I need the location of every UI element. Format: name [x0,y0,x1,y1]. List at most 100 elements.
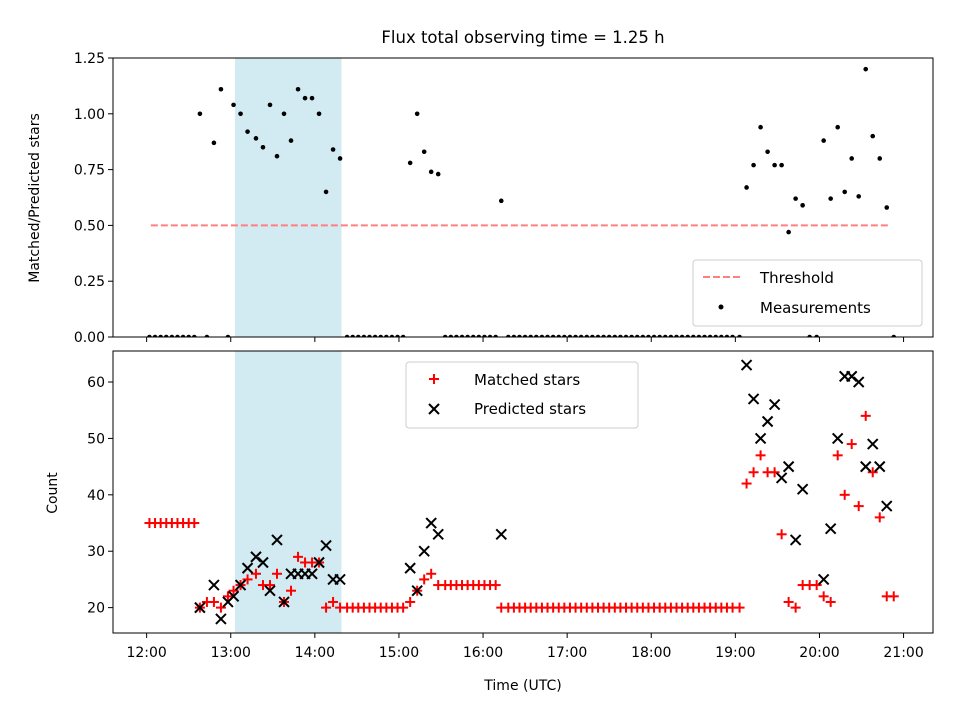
measurement-point [288,138,294,143]
matched-star-point [769,467,780,478]
bottom-y-tick-label: 60 [87,375,105,391]
matched-star-point [755,450,766,461]
predicted-star-point [432,528,444,541]
measurement-point [751,162,756,168]
measurement-point [367,334,372,337]
measurement-point [713,334,719,337]
measurement-point [407,160,413,166]
predicted-star-point [334,573,346,586]
top-legend: Threshold Measurements [692,259,923,327]
matched-star-point [189,518,200,529]
measurement-point [646,334,651,337]
predicted-star-point [241,562,254,574]
measurement-point [821,138,826,143]
measurement-point [361,334,367,337]
measurement-point [640,334,646,337]
matched-star-point [293,551,304,562]
measurement-point [606,334,612,337]
bottom-panel: 20 30 40 50 60 12:00 13:00 14:00 15:00 16:00 17:0… [45,350,934,694]
matched-star-point [208,596,219,607]
matched-star-point [776,529,787,540]
x-tick-label: 15:00 [379,645,419,661]
matched-star-point [321,602,332,613]
measurement-point [253,136,259,141]
bottom-shaded-span [234,351,342,633]
measurement-point [476,334,482,337]
measurement-point [807,334,812,337]
matched-star-point [783,596,794,607]
measurement-point [567,334,573,337]
measurements-points [147,66,897,337]
legend-matched-label: Matched stars [474,371,580,389]
measurement-point [590,334,595,337]
predicted-star-point [215,613,227,625]
predicted-star-point [306,568,318,580]
measurement-point [595,334,601,337]
top-axes-frame [112,57,934,338]
measurement-point [238,111,243,117]
measurement-point [691,334,696,337]
matched-star-point [228,585,239,596]
measurement-point [355,334,361,337]
legend-matched-swatch [429,374,439,384]
measurement-point [668,334,674,337]
measurement-point [330,147,336,152]
measurement-point [730,334,735,337]
measurement-point [702,334,707,337]
measurement-point [482,334,487,337]
measurement-point [601,334,606,337]
x-tick-label: 16:00 [463,645,503,661]
measurement-point [584,334,590,337]
measurement-point [267,102,273,108]
x-tick-label: 17:00 [547,645,587,661]
measurement-point [814,334,819,337]
measurement-point [618,334,623,337]
legend-plus-marker [429,374,439,384]
bottom-x-ticks: 12:00 13:00 14:00 15:00 16:00 17:00 18:00 19:00… [126,633,924,661]
measurement-point [505,334,511,337]
legend-x-marker [428,403,440,415]
measurement-point [800,203,805,208]
measurement-point [828,196,833,201]
measurement-point [562,334,567,337]
measurement-point [180,334,186,337]
measurement-point [281,111,287,117]
measurement-point [849,156,855,161]
measurement-point [612,334,618,337]
x-tick-label: 14:00 [295,645,335,661]
matched-star-point [839,489,850,500]
predicted-star-point [495,528,507,541]
top-x-ticks [146,337,905,342]
predicted-star-point [817,573,830,586]
top-y-tick-label: 1.00 [74,107,105,123]
predicted-star-point [194,601,206,614]
predicted-stars-points [194,359,893,625]
measurement-point [634,334,640,337]
measurement-point [517,334,522,337]
predicted-star-point [208,579,220,591]
measurement-point [350,334,355,337]
measurement-point [435,171,441,177]
measurement-point [470,334,476,337]
measurement-point [218,86,224,92]
top-y-tick-label: 0.25 [74,274,105,290]
matched-star-point [832,450,843,461]
predicted-star-point [874,460,886,473]
matched-star-point [811,580,822,591]
top-shaded-span [234,58,342,337]
matched-star-point [860,410,871,421]
matched-star-point [398,602,409,613]
measurement-point [448,334,454,337]
top-panel: 0.00 0.25 0.50 0.75 1.00 1.25 Matched/Predict… [27,51,934,346]
measurement-point [378,334,384,337]
measurement-point [870,133,876,139]
predicted-star-point [425,517,437,529]
matched-star-point [888,591,899,602]
matched-star-point [242,574,253,585]
predicted-star-point [782,460,795,473]
measurement-point [147,334,152,337]
measurement-point [211,140,217,146]
measurement-point [191,334,197,337]
measurement-point [528,334,534,337]
measurement-point [175,334,180,337]
